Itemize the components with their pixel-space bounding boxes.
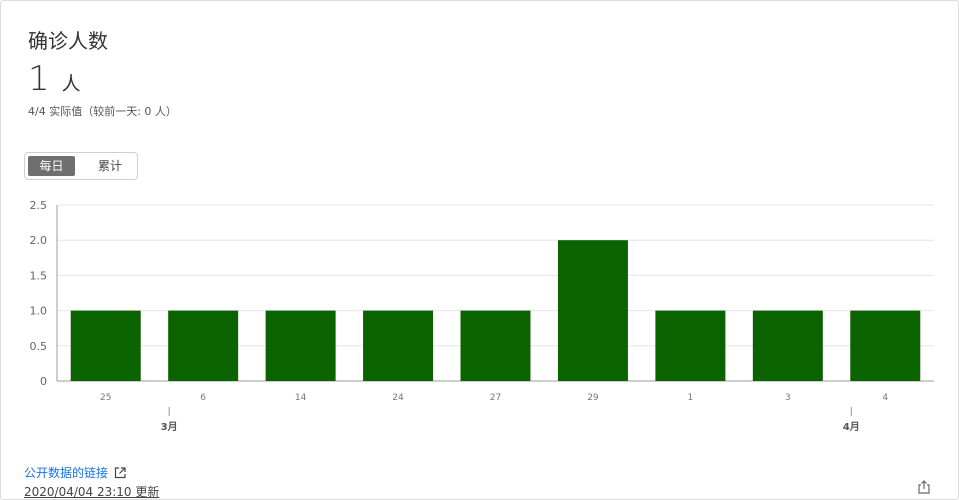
x-tick-label: 4 <box>882 393 888 403</box>
y-tick-label: 0 <box>40 375 47 388</box>
y-tick-label: 1.5 <box>30 269 48 282</box>
bar <box>265 310 336 381</box>
daily-cumulative-toggle: 每日 累计 <box>24 152 138 180</box>
bar <box>557 240 628 381</box>
x-tick-label: 24 <box>392 393 404 403</box>
y-tick-label: 2.0 <box>30 234 48 247</box>
bar <box>460 310 531 381</box>
bar-chart: 0 0.5 1.0 1.5 2.0 2.5 25 6 14 24 27 29 1 3 4 3月 4月 <box>30 199 934 433</box>
value-number: 1 <box>28 59 50 99</box>
y-tick-label: 1.0 <box>30 305 48 318</box>
x-tick-label: 27 <box>490 393 501 403</box>
month-label: 3月 <box>161 421 178 433</box>
x-tick-label: 14 <box>295 393 307 403</box>
x-tick-label: 6 <box>200 393 206 403</box>
cumulative-button[interactable]: 累计 <box>97 159 122 173</box>
public-data-link-label[interactable]: 公开数据的链接 <box>24 466 109 480</box>
current-value: 1 人 <box>28 59 81 99</box>
public-data-link[interactable]: 公开数据的链接 <box>24 464 126 481</box>
card-title: 确诊人数 <box>28 29 108 53</box>
x-tick-label: 25 <box>100 393 111 403</box>
daily-button[interactable]: 每日 <box>28 156 75 176</box>
month-label: 4月 <box>843 421 860 433</box>
value-subtitle: 4/4 实际值（较前一天: 0 人） <box>28 105 177 118</box>
y-tick-label: 2.5 <box>30 199 48 212</box>
share-icon[interactable] <box>916 479 932 495</box>
bar <box>752 310 823 381</box>
bar <box>850 310 921 381</box>
bar <box>168 310 239 381</box>
x-tick-label: 29 <box>587 393 599 403</box>
x-tick-label: 3 <box>785 393 791 403</box>
external-link-icon[interactable] <box>114 466 126 479</box>
y-tick-label: 0.5 <box>30 340 48 353</box>
bar <box>655 310 726 381</box>
bar <box>363 310 434 381</box>
x-tick-label: 1 <box>688 393 694 403</box>
value-unit: 人 <box>61 73 81 95</box>
bar <box>70 310 141 381</box>
updated-timestamp[interactable]: 2020/04/04 23:10 更新 <box>24 485 160 499</box>
